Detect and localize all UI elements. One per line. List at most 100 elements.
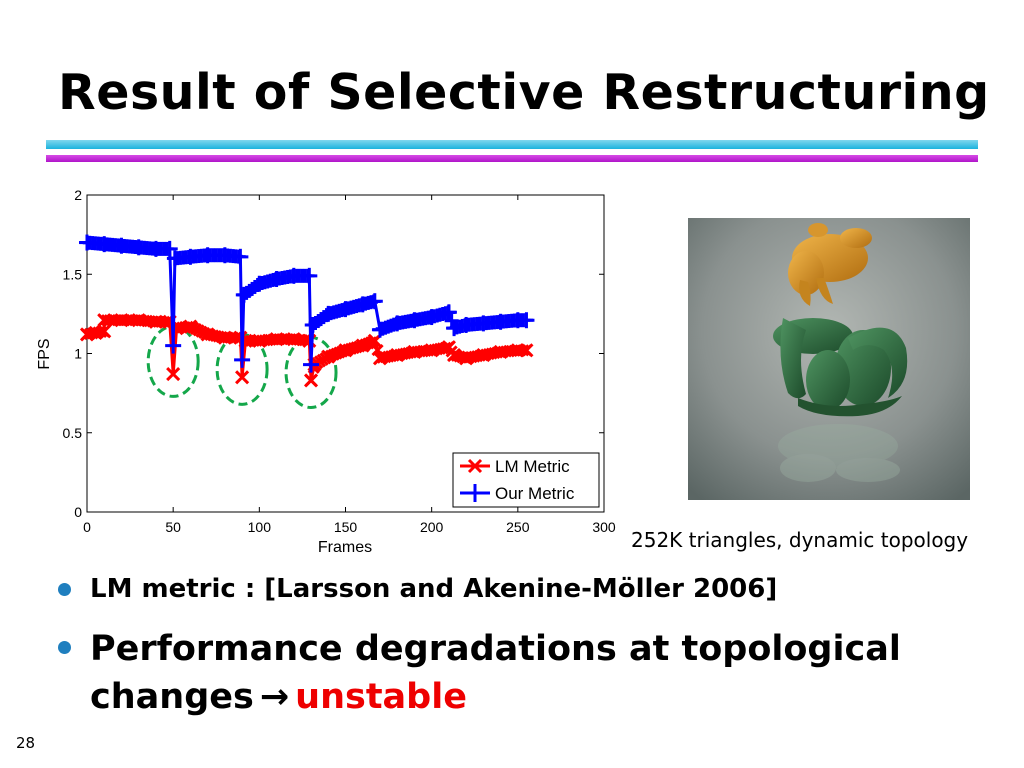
data-point [303,356,320,373]
x-tick-label: 50 [165,519,181,535]
slide-title: Result of Selective Restructuring [58,64,990,121]
data-point [304,316,321,333]
data-point [389,315,406,332]
y-tick-label: 2 [74,187,82,203]
data-point [518,312,535,329]
data-point [251,275,268,292]
legend: LM Metric Our Metric [452,452,600,508]
dragon-and-bunny-render [688,218,970,500]
data-point [234,351,251,368]
data-point [407,344,422,359]
x-tick-label: 300 [592,519,616,535]
series-our-metric [79,234,535,373]
data-point [321,349,336,364]
data-point [131,313,146,328]
data-point [390,348,405,363]
legend-marker [467,458,483,474]
data-point [446,320,463,337]
data-point [200,327,215,342]
data-point [114,313,129,328]
data-point [232,248,249,265]
x-tick-label: 150 [334,519,358,535]
data-point [217,330,232,345]
bullet-text-main: Performance degradations at topological … [90,629,901,717]
highlight-text: unstable [295,677,467,717]
data-point [269,332,284,347]
data-point [113,237,130,254]
series-layer [79,234,535,388]
data-point [147,240,164,257]
data-point [161,240,178,257]
data-point [229,331,242,344]
bunny-shape [788,223,872,306]
data-point [160,315,174,328]
fps-chart: 0 50 100 150 200 250 300 0 0.5 1 1.5 2 Frames FPS L… [36,187,616,556]
data-point [268,271,285,288]
y-tick-label: 0.5 [63,425,83,441]
data-point [424,343,439,358]
bullet-lm-metric: LM metric : [Larsson and Akenine-Möller … [58,574,777,604]
dragon-shape [773,318,908,417]
y-tick-label: 1 [74,346,82,362]
data-point [285,267,302,284]
y-tick-label: 1.5 [63,266,83,282]
data-point [97,313,112,328]
dragon-reflection [778,424,900,482]
data-point [338,343,353,358]
data-point [166,250,183,267]
data-point [252,333,267,348]
bullet-text: LM metric : [Larsson and Akenine-Möller … [90,574,778,604]
data-point [96,236,113,253]
legend-our-label: Our Metric [495,484,575,503]
data-point [182,248,199,265]
legend-our-symbol [460,484,490,502]
x-tick-label: 100 [248,519,272,535]
x-tick-label: 250 [506,519,530,535]
data-point [130,239,147,256]
data-point [492,313,509,330]
data-point [235,370,250,385]
bullet-dot-icon [58,583,71,596]
title-rule-cyan [46,140,978,149]
x-axis-label: Frames [318,539,372,556]
data-point [97,324,112,339]
right-arrow-icon: → [259,677,290,717]
data-point [423,309,440,326]
page-number: 28 [16,734,36,752]
data-point [519,343,534,358]
data-point [235,286,252,303]
bullet-performance: Performance degradations at topological … [58,625,1024,721]
data-point [148,314,163,329]
data-point [320,305,337,322]
data-point [166,367,181,382]
legend-lm-symbol [460,458,490,474]
data-point [371,321,388,338]
data-point [476,348,491,363]
data-point [458,316,475,333]
y-tick-label: 0 [74,504,82,520]
data-point [493,344,508,359]
data-point [366,293,383,310]
series-lm-metric [79,313,534,388]
data-point [286,332,301,347]
data-point [447,348,462,363]
y-axis-label: FPS [36,338,53,369]
data-point [354,296,371,313]
data-point [372,351,388,366]
data-point [406,312,423,329]
x-tick-label: 200 [420,519,444,535]
data-point [303,373,319,388]
title-rule-magenta [46,155,978,162]
data-point [441,340,456,355]
data-point [165,337,182,354]
x-tick-label: 0 [83,519,91,535]
data-point [199,247,216,264]
bullet-text: Performance degradations at topological … [90,625,1024,721]
data-point [183,319,198,334]
data-point [440,304,457,321]
data-point [79,234,95,251]
data-point [301,267,318,284]
image-caption: 252K triangles, dynamic topology [631,528,969,552]
data-point [337,301,354,318]
data-point [459,351,474,366]
